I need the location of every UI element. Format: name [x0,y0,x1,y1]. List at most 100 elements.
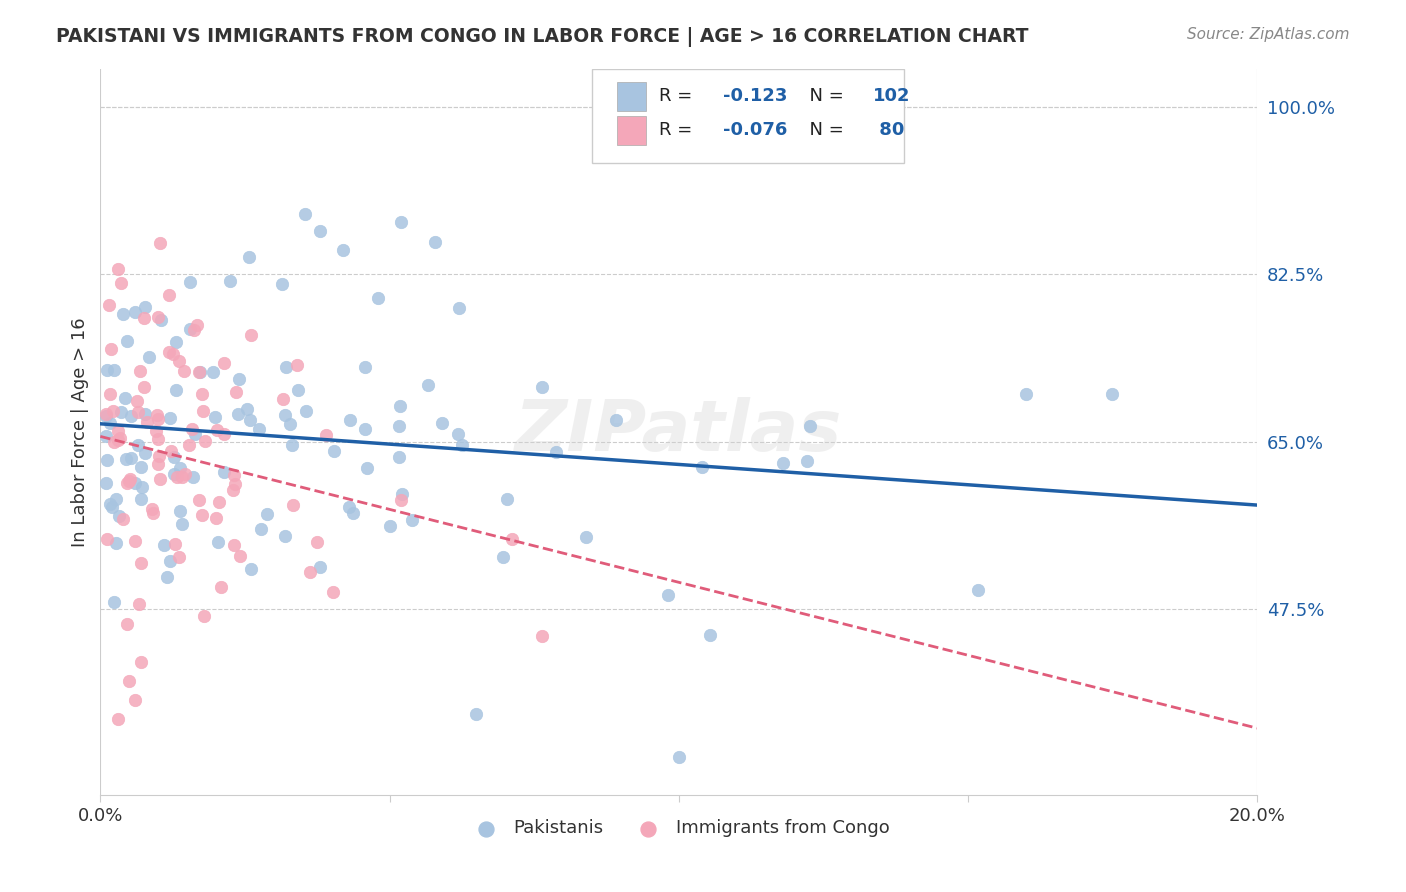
Point [129,557,152,571]
Point [1101,386,1123,401]
Point [118,673,141,688]
Point [225,384,247,399]
Point [191,508,214,523]
Point [169,461,191,475]
Point [160,444,183,458]
Point [229,549,252,563]
Point [796,454,818,468]
Point [183,323,205,337]
Point [100,386,122,401]
Point [104,491,127,506]
Point [124,692,146,706]
Point [181,470,204,484]
Point [322,443,344,458]
Point [207,535,229,549]
Point [96,453,118,467]
Point [136,415,159,429]
Point [127,405,149,419]
Point [120,409,142,424]
FancyBboxPatch shape [617,81,647,111]
Point [194,434,217,449]
Text: 80: 80 [873,121,904,139]
Point [107,712,129,726]
Point [107,424,129,438]
Point [281,498,304,512]
Point [129,364,152,378]
Point [212,426,235,441]
Point [103,594,125,608]
Point [657,589,679,603]
Point [103,363,125,377]
Point [149,313,172,327]
Point [294,404,316,418]
Point [668,750,690,764]
Point [128,597,150,611]
Point [367,291,389,305]
Point [281,438,304,452]
Point [1015,386,1038,401]
Point [238,250,260,264]
Point [134,407,156,421]
Point [432,416,454,430]
Point [224,477,246,491]
Point [690,459,713,474]
Point [193,609,215,624]
Point [94,429,117,443]
Point [138,350,160,364]
Point [127,438,149,452]
Point [423,235,446,249]
Point [249,522,271,536]
Point [115,334,138,348]
FancyBboxPatch shape [592,69,904,163]
Point [148,310,170,325]
Point [169,354,191,368]
Point [191,387,214,401]
Text: N =: N = [797,87,849,105]
Point [228,372,250,386]
FancyBboxPatch shape [617,116,647,145]
Point [129,655,152,669]
Point [315,427,337,442]
Point [226,407,249,421]
Point [101,500,124,514]
Point [202,365,225,379]
Point [120,472,142,486]
Point [129,491,152,506]
Point [145,408,167,422]
Point [146,457,169,471]
Point [166,470,188,484]
Point [174,467,197,482]
Point [142,506,165,520]
Point [188,365,211,379]
Point [239,562,262,576]
Point [153,538,176,552]
Text: 102: 102 [873,87,911,105]
Point [177,437,200,451]
Point [124,534,146,549]
Point [222,538,245,552]
Point [148,412,170,426]
Point [163,450,186,464]
Point [98,298,121,312]
Point [353,422,375,436]
Point [115,452,138,467]
Point [492,550,515,565]
Point [309,224,332,238]
Point [204,510,226,524]
Point [388,450,411,465]
Point [186,318,208,332]
Point [159,554,181,568]
Point [388,418,411,433]
Point [191,403,214,417]
Point [145,424,167,438]
Point [294,207,316,221]
Point [271,277,294,292]
Text: PAKISTANI VS IMMIGRANTS FROM CONGO IN LABOR FORCE | AGE > 16 CORRELATION CHART: PAKISTANI VS IMMIGRANTS FROM CONGO IN LA… [56,27,1029,46]
Point [112,307,135,321]
Point [332,244,354,258]
Point [187,365,209,379]
Point [181,422,204,436]
Point [163,536,186,550]
Point [239,328,262,343]
Point [111,511,134,525]
